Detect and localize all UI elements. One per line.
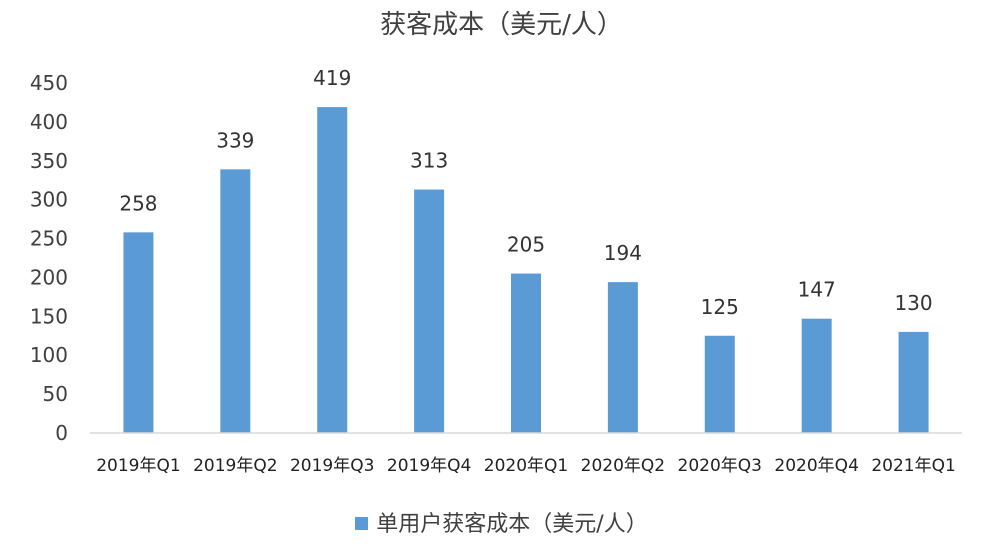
y-tick-label: 450: [30, 71, 68, 95]
data-label: 205: [507, 233, 545, 257]
data-label: 313: [410, 149, 448, 173]
bar: [414, 189, 445, 433]
x-tick-label: 2020年Q3: [678, 456, 762, 476]
bar: [898, 331, 929, 433]
data-label: 130: [894, 291, 932, 315]
y-tick-label: 350: [30, 149, 68, 173]
bar: [607, 282, 638, 433]
x-tick-label: 2020年Q4: [774, 456, 858, 476]
data-label: 258: [119, 191, 157, 215]
x-tick-label: 2019年Q2: [193, 456, 277, 476]
bar: [220, 169, 251, 434]
data-label: 339: [216, 128, 254, 152]
data-label: 147: [798, 278, 836, 302]
bar: [317, 107, 348, 433]
y-tick-label: 50: [43, 382, 68, 406]
legend: 单用户获客成本（美元/人）: [0, 506, 1003, 538]
bars: [123, 107, 929, 434]
x-tick-label: 2019年Q4: [387, 456, 471, 476]
y-tick-label: 150: [30, 304, 68, 328]
y-tick-label: 300: [30, 188, 68, 212]
bar: [123, 232, 154, 433]
x-tick-label: 2020年Q1: [484, 456, 568, 476]
chart-title: 获客成本（美元/人）: [380, 10, 623, 40]
data-labels: 258 339 419 313 205 194 125 147 130: [119, 66, 932, 319]
x-tick-label: 2019年Q3: [290, 456, 374, 476]
y-tick-label: 100: [30, 343, 68, 367]
x-tick-label: 2019年Q1: [96, 456, 180, 476]
y-tick-label: 250: [30, 227, 68, 251]
data-label: 194: [604, 241, 642, 265]
bar: [801, 318, 832, 433]
data-label: 125: [701, 295, 739, 319]
legend-label: 单用户获客成本（美元/人）: [376, 512, 648, 537]
y-tick-label: 400: [30, 110, 68, 134]
x-tick-label: 2021年Q1: [871, 456, 955, 476]
bar: [704, 335, 735, 433]
x-axis-labels: 2019年Q1 2019年Q2 2019年Q3 2019年Q4 2020年Q1 2020年…: [96, 456, 956, 476]
x-tick-label: 2020年Q2: [581, 456, 665, 476]
y-axis-labels: 0 50 100 150 200 250 300 350 400 450: [30, 71, 68, 445]
y-tick-label: 200: [30, 265, 68, 289]
y-tick-label: 0: [55, 421, 68, 445]
legend-swatch: [355, 516, 369, 530]
data-label: 419: [313, 66, 351, 90]
bar: [511, 273, 541, 433]
